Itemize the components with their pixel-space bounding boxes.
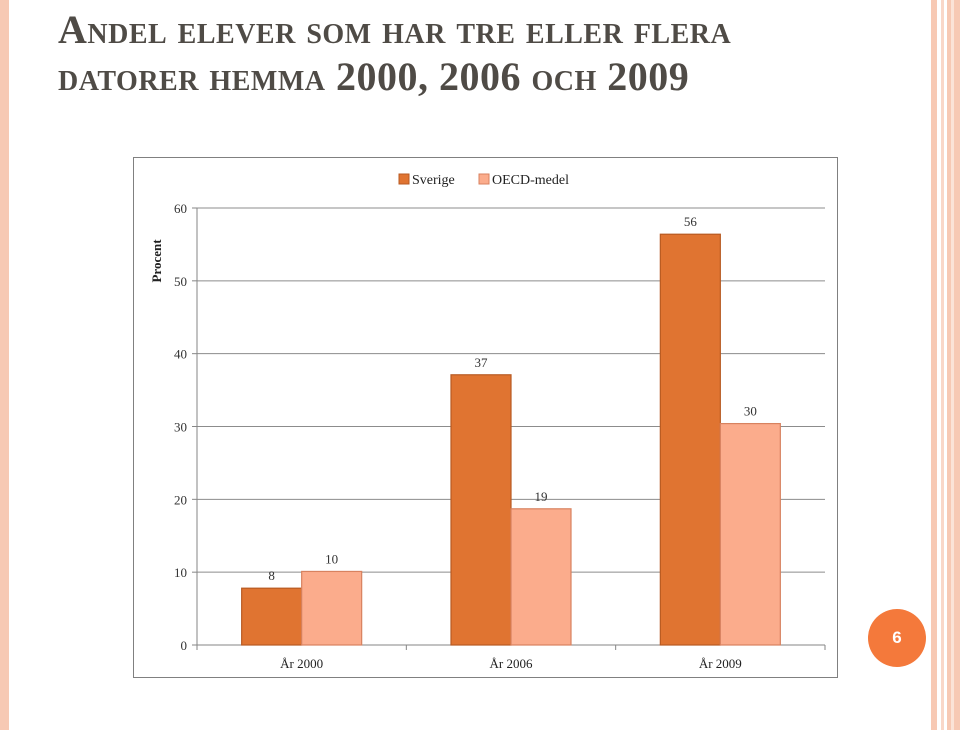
bar-sverige [241,587,303,646]
decorative-stripe-left [0,0,9,730]
slide-title: Andel elever som har tre eller flera dat… [58,7,732,99]
legend-swatch-oecd-medel [478,173,490,185]
y-tick-label: 0 [181,638,188,653]
labels: 0 10 20 30 40 50 60 Procent 8 10 År 2000 37 19 År 200… [149,201,757,671]
bar-sverige [450,374,512,646]
y-tick-label: 30 [174,420,187,435]
x-tick-label: År 2009 [699,656,742,671]
bar-oecd-medel [510,508,572,646]
legend-label: OECD-medel [492,173,569,188]
data-label: 10 [325,551,338,566]
decorative-stripe-right [951,0,954,730]
x-tick-label: År 2000 [280,656,323,671]
data-label: 19 [535,489,548,504]
y-tick-label: 40 [174,347,187,362]
bar-sverige [659,233,721,646]
y-axis-label: Procent [149,239,164,283]
data-label: 30 [744,404,757,419]
x-tick-label: År 2006 [490,656,533,671]
legend-swatch-sverige [398,173,410,185]
bar-oecd-medel [301,570,363,646]
bars [241,233,781,646]
legend: Sverige OECD-medel [398,173,569,188]
chart-frame: 0 10 20 30 40 50 60 Procent 8 10 År 2000 37 19 År 200… [133,157,838,678]
y-tick-label: 60 [174,201,187,216]
page-number-badge: 6 [868,609,926,667]
data-label: 37 [475,355,489,370]
y-tick-label: 50 [174,274,187,289]
legend-label: Sverige [412,173,455,188]
bar-oecd-medel [719,422,781,646]
y-tick-label: 20 [174,492,187,507]
y-tick-label: 10 [174,565,187,580]
data-label: 56 [684,214,698,229]
decorative-stripe-right [931,0,937,730]
bar-chart: 0 10 20 30 40 50 60 Procent 8 10 År 2000 37 19 År 200… [149,173,826,671]
data-label: 8 [268,568,275,583]
decorative-stripe-right [941,0,944,730]
